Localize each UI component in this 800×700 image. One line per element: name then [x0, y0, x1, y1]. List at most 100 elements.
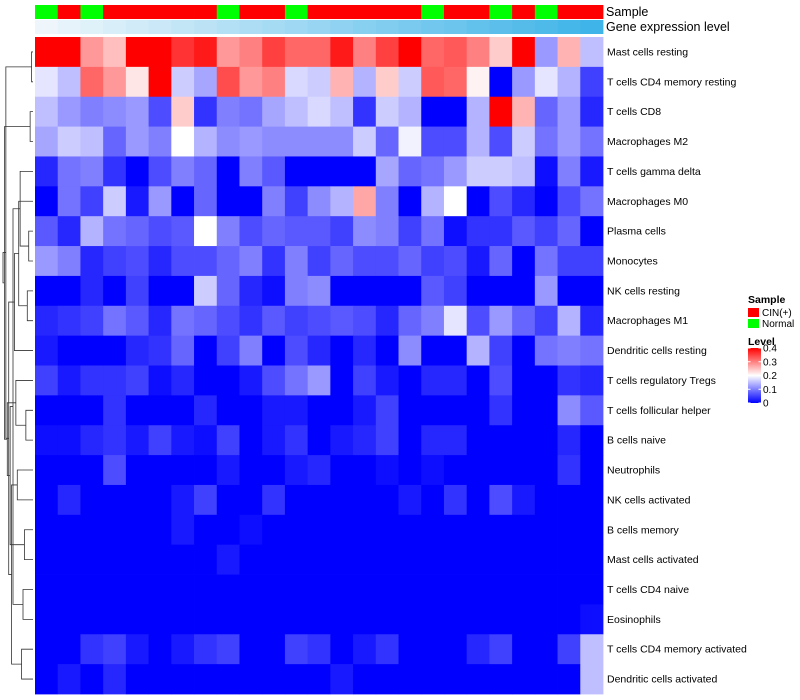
sample-legend-title: Sample [748, 294, 786, 306]
heatmap-cell [353, 574, 377, 605]
heatmap-cell [284, 66, 309, 98]
sample-annotation-S1 [35, 5, 59, 19]
heatmap-cell [421, 604, 445, 635]
heatmap-cell [148, 126, 172, 157]
heatmap-cell [330, 37, 354, 68]
heatmap-cell [534, 156, 558, 187]
heatmap-cell [239, 275, 263, 307]
heatmap-cell [330, 664, 354, 695]
heatmap-cell [103, 425, 127, 456]
heatmap-cell [466, 484, 490, 516]
dendrogram-branch [21, 648, 33, 680]
heatmap-cell [443, 604, 468, 635]
heatmap-cell [489, 186, 513, 217]
heatmap-cell [307, 156, 331, 187]
row-label: Mast cells resting [607, 46, 688, 58]
heatmap-cell [353, 484, 377, 516]
sample-annotation-S2 [57, 5, 81, 19]
dendrogram-branch [19, 170, 33, 247]
heatmap-cell [171, 425, 195, 456]
heatmap-cell [284, 305, 309, 337]
expression-annotation-track [35, 20, 604, 34]
heatmap-cell [398, 186, 422, 217]
heatmap-cell [534, 335, 558, 366]
heatmap-cell [239, 425, 263, 456]
heatmap-cell [466, 574, 490, 605]
heatmap-cell [421, 37, 445, 68]
dendrogram-branch [22, 589, 33, 620]
sample-annotation-S23 [534, 5, 558, 19]
row-dendrogram [2, 51, 33, 680]
heatmap-cell [398, 246, 422, 277]
heatmap-cell [194, 275, 218, 307]
sample-legend: Sample CIN(+) Normal [748, 294, 794, 330]
heatmap-cell [103, 186, 127, 217]
heatmap-cell [103, 335, 127, 366]
heatmap-cell [580, 514, 604, 546]
heatmap-cell [80, 365, 104, 396]
heatmap-cell [534, 126, 558, 157]
heatmap-cell [284, 246, 309, 277]
heatmap-cell [421, 216, 445, 247]
heatmap-cell [307, 664, 331, 695]
expression-annotation-S13 [307, 20, 331, 34]
heatmap-cell [125, 634, 149, 665]
heatmap-cell [489, 305, 513, 337]
heatmap-cell [580, 156, 604, 187]
heatmap-cell [466, 604, 490, 635]
heatmap-cell [489, 425, 513, 456]
heatmap-cell [148, 514, 172, 546]
heatmap-cell [35, 664, 59, 695]
heatmap-cell [580, 66, 604, 98]
expression-annotation-S24 [557, 20, 581, 34]
heatmap-cell [489, 126, 513, 157]
heatmap-cell [580, 216, 604, 247]
heatmap-cell [512, 455, 536, 486]
heatmap-cell [216, 275, 240, 307]
heatmap-cell [239, 186, 263, 217]
expression-annotation-S25 [580, 20, 604, 34]
sample-annotation-S19 [443, 5, 468, 19]
sample-annotation-S16 [375, 5, 399, 19]
heatmap-cell [512, 246, 536, 277]
heatmap-cell [375, 216, 399, 247]
heatmap-cell [80, 425, 104, 456]
heatmap-cell [466, 126, 490, 157]
heatmap-cell [443, 37, 468, 68]
heatmap-cell [375, 246, 399, 277]
heatmap-cell [398, 156, 422, 187]
heatmap-cell [35, 186, 59, 217]
dendrogram-branch [26, 290, 33, 322]
heatmap-cell [534, 455, 558, 486]
heatmap-cell [148, 216, 172, 247]
heatmap-cell [307, 455, 331, 486]
heatmap-cell [580, 246, 604, 277]
expression-annotation-S5 [125, 20, 149, 34]
expression-annotation-S4 [103, 20, 127, 34]
heatmap-cell [557, 126, 581, 157]
heatmap-cell [466, 96, 490, 127]
heatmap-cell [330, 395, 354, 426]
heatmap-cell [57, 66, 81, 98]
heatmap-cell [489, 66, 513, 98]
track-label-expression: Gene expression level [606, 20, 730, 34]
heatmap-cell [216, 604, 240, 635]
heatmap-cell [580, 365, 604, 396]
heatmap-cell [171, 365, 195, 396]
heatmap-cell [125, 126, 149, 157]
heatmap-cell [580, 634, 604, 665]
sample-legend-swatch-normal [748, 319, 759, 328]
heatmap-cell [284, 425, 309, 456]
heatmap-cell [443, 186, 468, 217]
heatmap-cell [512, 37, 536, 68]
heatmap-cell [375, 305, 399, 337]
heatmap-cell [57, 425, 81, 456]
heatmap-cell [216, 186, 240, 217]
expression-annotation-S8 [194, 20, 218, 34]
heatmap-cell [57, 156, 81, 187]
heatmap-cell [194, 96, 218, 127]
expression-annotation-S22 [512, 20, 536, 34]
heatmap-cell [239, 634, 263, 665]
heatmap-cell [421, 365, 445, 396]
heatmap-cell [262, 186, 286, 217]
